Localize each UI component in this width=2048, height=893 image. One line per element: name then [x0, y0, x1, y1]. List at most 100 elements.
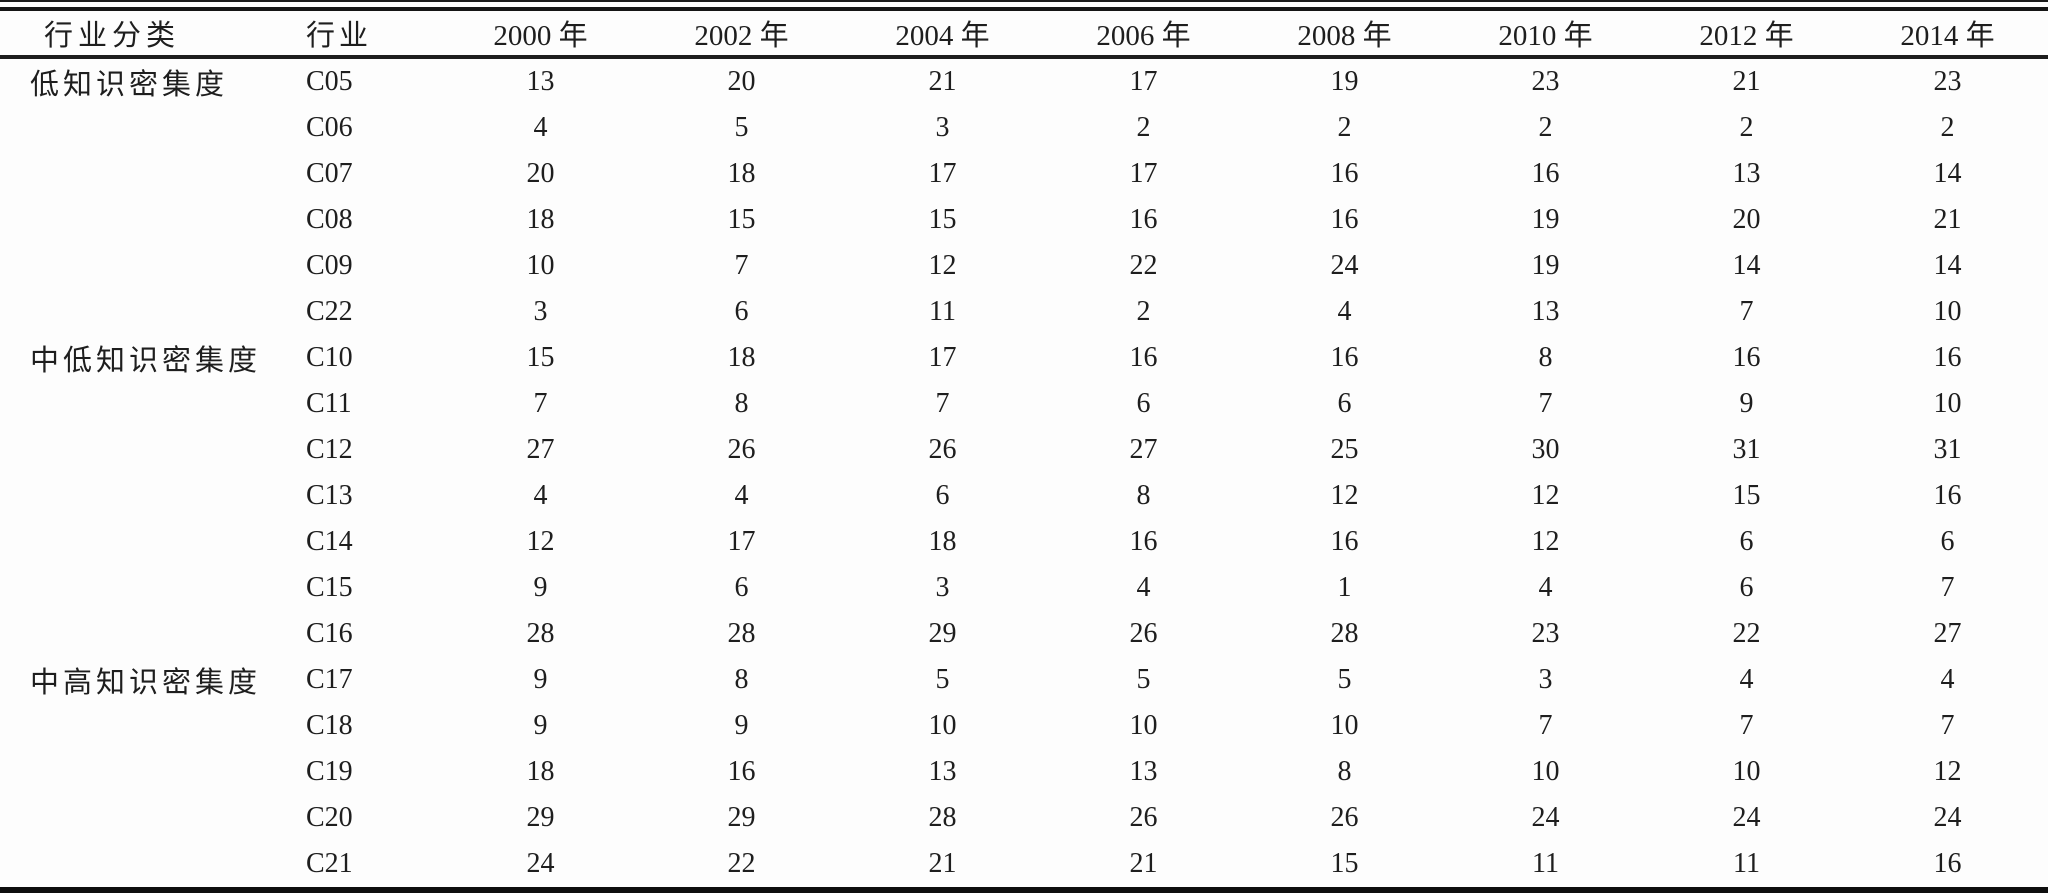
industry-knowledge-intensity-table: 行业分类 行业 2000 年 2002 年 2004 年 2006 年 2008… — [0, 7, 2048, 893]
industry-code-cell: C15 — [306, 572, 353, 603]
table-row: 中低知识密集度 C10 15 18 17 16 16 8 16 16 — [0, 335, 2048, 381]
value-cell: 10 — [1330, 710, 1359, 741]
group-label-cell — [0, 197, 290, 243]
table-row: 中高知识密集度 C17 9 8 5 5 5 3 4 4 — [0, 657, 2048, 703]
value-cell: 16 — [1129, 204, 1158, 235]
value-cell: 29 — [526, 802, 555, 833]
industry-code-cell: C20 — [306, 802, 353, 833]
value-cell: 7 — [1739, 710, 1754, 741]
value-cell: 23 — [1933, 66, 1962, 97]
column-header-year-2008: 2008 年 — [1244, 9, 1445, 59]
value-cell: 7 — [935, 388, 950, 419]
value-cell: 3 — [935, 572, 950, 603]
value-cell: 12 — [1330, 480, 1359, 511]
value-cell: 20 — [1732, 204, 1761, 235]
value-cell: 9 — [734, 710, 749, 741]
table-row: C08 18 15 15 16 16 19 20 21 — [0, 197, 2048, 243]
value-cell: 16 — [727, 756, 756, 787]
value-cell: 26 — [1129, 618, 1158, 649]
column-header-year-2000: 2000 年 — [440, 9, 641, 59]
value-cell: 13 — [526, 66, 555, 97]
table-row: C14 12 17 18 16 16 12 6 6 — [0, 519, 2048, 565]
value-cell: 16 — [1129, 526, 1158, 557]
value-cell: 23 — [1531, 66, 1560, 97]
value-cell: 6 — [734, 296, 749, 327]
value-cell: 20 — [727, 66, 756, 97]
value-cell: 16 — [1933, 848, 1962, 879]
value-cell: 29 — [727, 802, 756, 833]
value-cell: 21 — [928, 848, 957, 879]
value-cell: 10 — [1531, 756, 1560, 787]
value-cell: 21 — [1732, 66, 1761, 97]
value-cell: 24 — [526, 848, 555, 879]
value-cell: 17 — [1129, 158, 1158, 189]
industry-code-cell: C10 — [306, 342, 353, 373]
value-cell: 6 — [1940, 526, 1955, 557]
column-header-year-2002: 2002 年 — [641, 9, 842, 59]
column-header-year-2010: 2010 年 — [1445, 9, 1646, 59]
value-cell: 10 — [1933, 388, 1962, 419]
group-label-cell — [0, 565, 290, 611]
value-cell: 2 — [1538, 112, 1553, 143]
table-row: C13 4 4 6 8 12 12 15 16 — [0, 473, 2048, 519]
value-cell: 10 — [928, 710, 957, 741]
value-cell: 9 — [1739, 388, 1754, 419]
value-cell: 18 — [526, 756, 555, 787]
value-cell: 4 — [1538, 572, 1553, 603]
industry-code-cell: C19 — [306, 756, 353, 787]
table-row: C11 7 8 7 6 6 7 9 10 — [0, 381, 2048, 427]
value-cell: 9 — [533, 664, 548, 695]
value-cell: 14 — [1732, 250, 1761, 281]
value-cell: 4 — [1940, 664, 1955, 695]
value-cell: 16 — [1933, 342, 1962, 373]
table-row: C19 18 16 13 13 8 10 10 12 — [0, 749, 2048, 795]
group-label-cell — [0, 611, 290, 657]
group-label-cell — [0, 841, 290, 890]
group-label-cell — [0, 381, 290, 427]
table-body: 低知识密集度 C05 13 20 21 17 19 23 21 23 C06 4 5 3 2 2 2 2 2 C07 2… — [0, 57, 2048, 890]
value-cell: 27 — [526, 434, 555, 465]
value-cell: 4 — [1739, 664, 1754, 695]
value-cell: 8 — [1136, 480, 1151, 511]
industry-code-cell: C18 — [306, 710, 353, 741]
value-cell: 26 — [1330, 802, 1359, 833]
value-cell: 8 — [1337, 756, 1352, 787]
value-cell: 21 — [1933, 204, 1962, 235]
value-cell: 19 — [1531, 204, 1560, 235]
value-cell: 6 — [1337, 388, 1352, 419]
value-cell: 4 — [533, 112, 548, 143]
value-cell: 22 — [1732, 618, 1761, 649]
value-cell: 10 — [526, 250, 555, 281]
value-cell: 5 — [734, 112, 749, 143]
value-cell: 16 — [1129, 342, 1158, 373]
table-top-thin-rule — [0, 0, 2048, 2]
industry-code-cell: C05 — [306, 66, 353, 97]
group-label-cell: 中高知识密集度 — [30, 667, 262, 699]
value-cell: 16 — [1330, 526, 1359, 557]
value-cell: 29 — [928, 618, 957, 649]
value-cell: 30 — [1531, 434, 1560, 465]
value-cell: 7 — [1940, 710, 1955, 741]
value-cell: 16 — [1732, 342, 1761, 373]
value-cell: 14 — [1933, 158, 1962, 189]
industry-code-cell: C16 — [306, 618, 353, 649]
value-cell: 5 — [1337, 664, 1352, 695]
group-label-cell — [0, 749, 290, 795]
value-cell: 22 — [727, 848, 756, 879]
value-cell: 13 — [1129, 756, 1158, 787]
table-row: C22 3 6 11 2 4 13 7 10 — [0, 289, 2048, 335]
column-header-year-2014: 2014 年 — [1847, 9, 2048, 59]
industry-code-cell: C17 — [306, 664, 353, 695]
value-cell: 16 — [1933, 480, 1962, 511]
value-cell: 13 — [1732, 158, 1761, 189]
industry-code-cell: C21 — [306, 848, 353, 879]
value-cell: 2 — [1940, 112, 1955, 143]
value-cell: 31 — [1732, 434, 1761, 465]
value-cell: 25 — [1330, 434, 1359, 465]
value-cell: 10 — [1129, 710, 1158, 741]
value-cell: 7 — [734, 250, 749, 281]
group-label-cell — [0, 151, 290, 197]
value-cell: 18 — [526, 204, 555, 235]
table-row: C06 4 5 3 2 2 2 2 2 — [0, 105, 2048, 151]
value-cell: 17 — [1129, 66, 1158, 97]
